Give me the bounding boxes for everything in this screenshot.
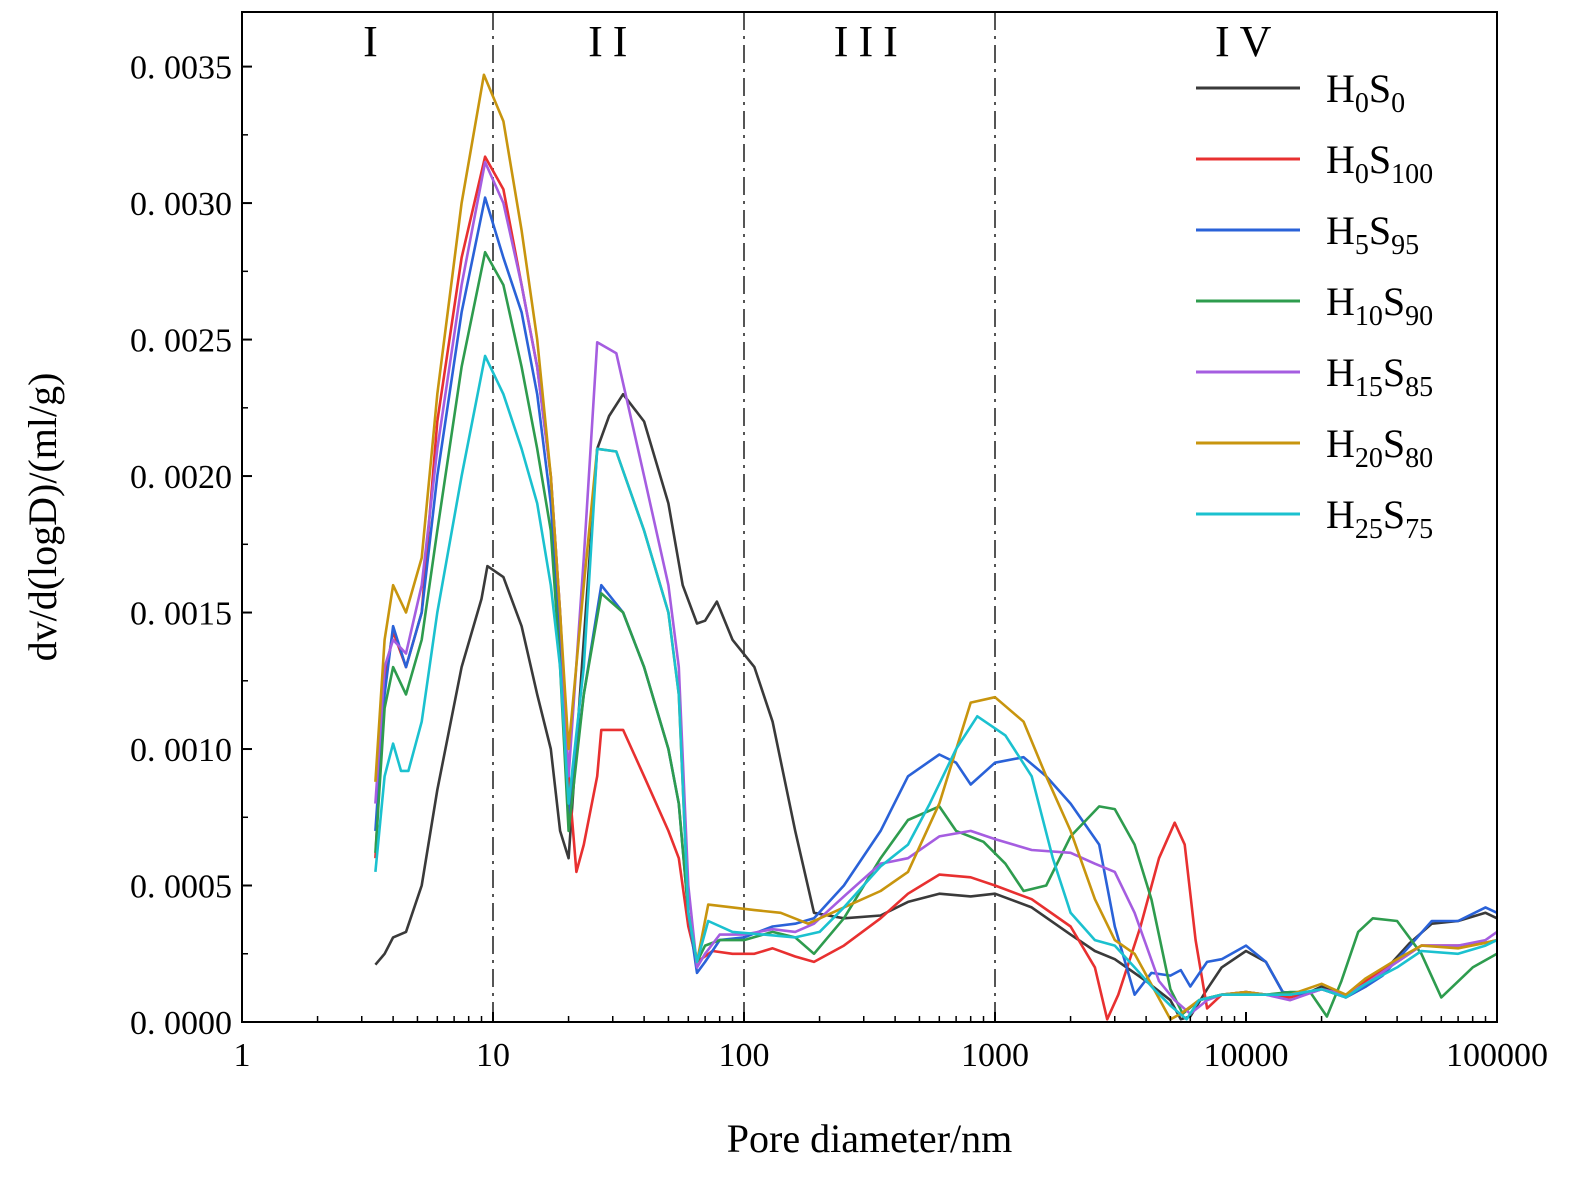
y-tick-label: 0. 0000 — [130, 1005, 232, 1042]
series-lines — [374, 73, 1498, 1021]
region-label-4: IV — [1215, 17, 1281, 66]
y-tick-label: 0. 0010 — [130, 732, 232, 769]
legend-label-H0S0: H0S0 — [1326, 66, 1405, 119]
x-tick-label: 1 — [234, 1037, 251, 1074]
plot-frame — [241, 11, 1498, 1023]
region-boundaries — [492, 12, 996, 1022]
legend-label-H10S90: H10S90 — [1326, 279, 1433, 332]
legend-label-H20S80: H20S80 — [1326, 421, 1433, 474]
region-labels: I II III IV — [363, 17, 1281, 66]
y-tick-label: 0. 0035 — [130, 50, 232, 87]
x-tick-label: 100000 — [1446, 1037, 1548, 1074]
region-label-2: II — [588, 17, 637, 66]
y-tick-label: 0. 0025 — [130, 323, 232, 360]
x-axis-title: Pore diameter/nm — [727, 1116, 1012, 1161]
y-tick-label: 0. 0030 — [130, 186, 232, 223]
y-tick-label: 0. 0020 — [130, 459, 232, 496]
x-axis-ticks: 1 10 100 1000 10000 100000 — [234, 1012, 1548, 1074]
y-axis-ticks: 0. 0000 0. 0005 0. 0010 0. 0015 0. 0020 0. 00… — [130, 50, 252, 1042]
y-axis-title: dv/d(logD)/(ml/g) — [20, 373, 65, 662]
region-label-3: III — [834, 17, 908, 66]
region-label-1: I — [363, 17, 388, 66]
x-tick-label: 10000 — [1204, 1037, 1289, 1074]
legend-label-H25S75: H25S75 — [1326, 492, 1433, 545]
y-tick-label: 0. 0005 — [130, 869, 232, 906]
x-tick-label: 10 — [476, 1037, 510, 1074]
x-tick-label: 100 — [719, 1037, 770, 1074]
legend-label-H15S85: H15S85 — [1326, 350, 1433, 403]
legend-label-H0S100: H0S100 — [1326, 137, 1433, 190]
series-line-H25S75 — [374, 354, 1498, 1021]
legend: H0S0 H0S100 H5S95 H10S90 H15S85 H20S80 H25S75 — [1196, 66, 1433, 545]
legend-label-H5S95: H5S95 — [1326, 208, 1419, 261]
x-tick-label: 1000 — [961, 1037, 1029, 1074]
y-tick-label: 0. 0015 — [130, 596, 232, 633]
